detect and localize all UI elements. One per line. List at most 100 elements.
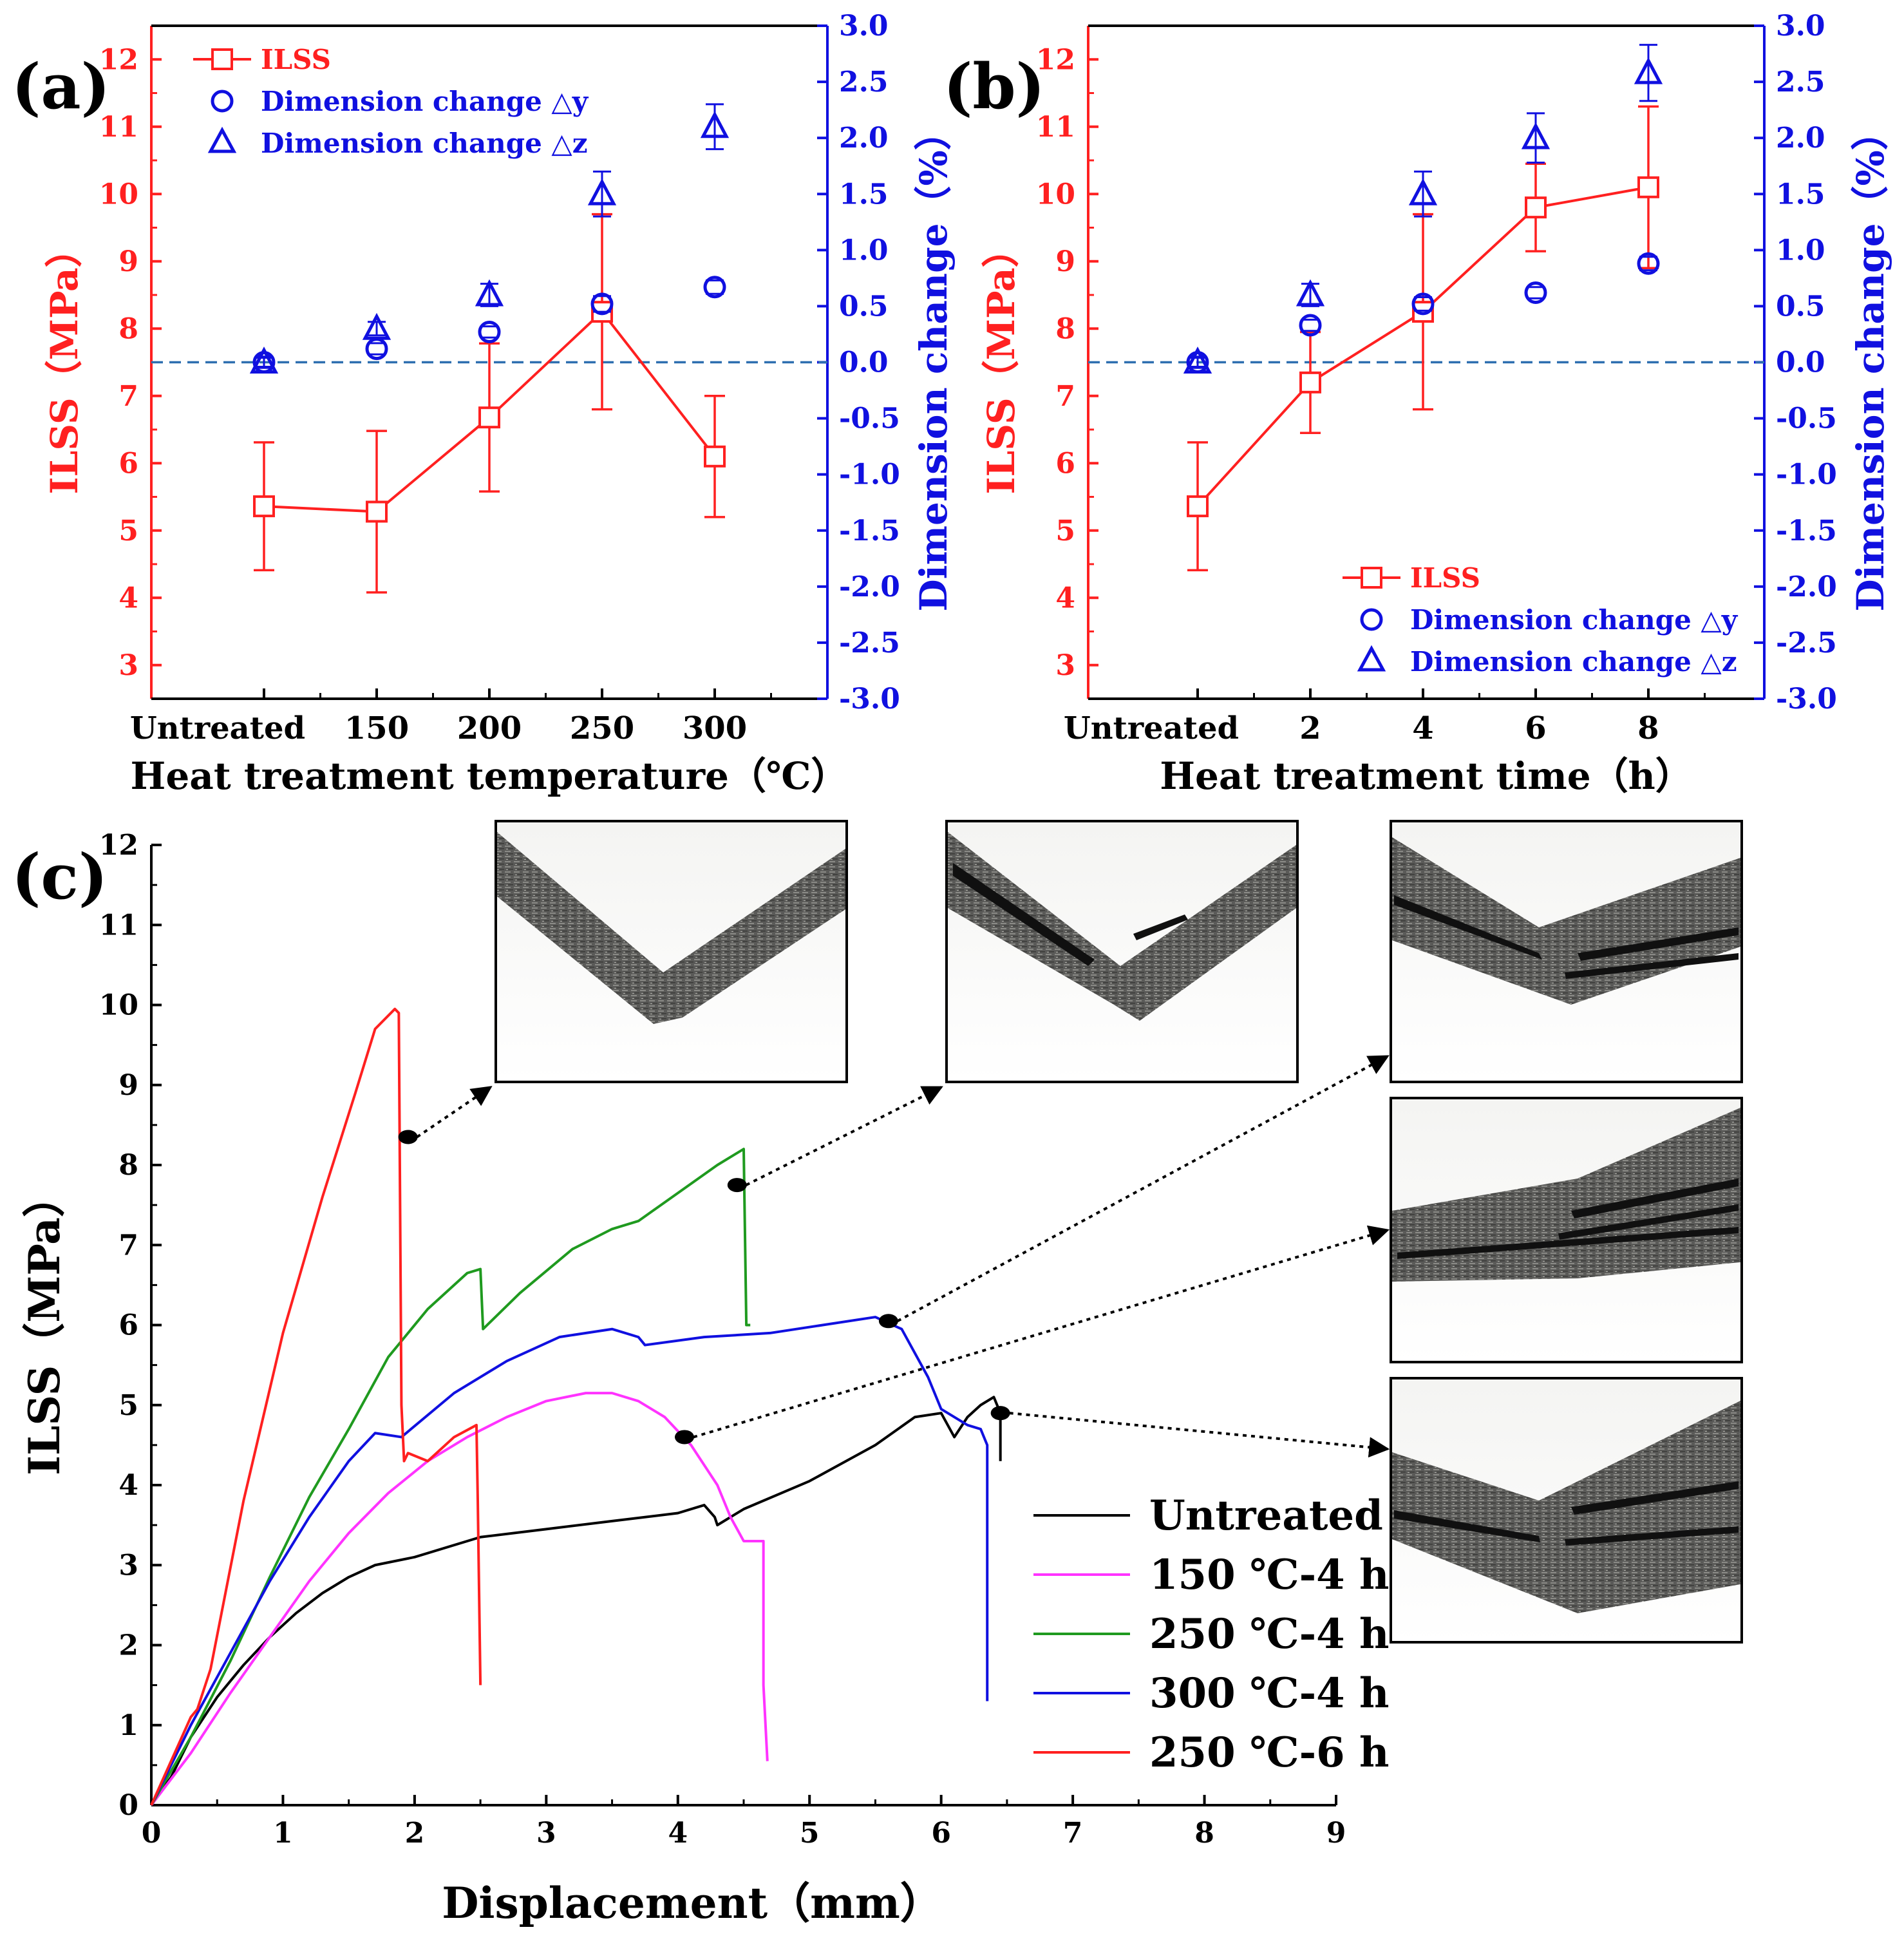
right-tick-label: -2.5 — [1776, 627, 1837, 659]
right-tick-label: 0.0 — [1776, 346, 1825, 379]
c-x-tick-label: 6 — [931, 1817, 951, 1850]
micrograph-inset-2 — [945, 820, 1299, 1083]
right-tick-label: 2.5 — [1776, 66, 1825, 99]
left-tick-label: 3 — [118, 649, 138, 682]
right-tick-label: -1.0 — [839, 459, 900, 491]
right-tick-label: 2.0 — [1776, 122, 1825, 155]
left-tick-label: 12 — [99, 43, 138, 76]
right-tick-label: 1.0 — [839, 234, 889, 267]
right-tick-label: 0.5 — [839, 290, 889, 323]
left-tick-label: 4 — [1055, 582, 1075, 614]
c-y-tick-label: 0 — [118, 1789, 138, 1822]
micrograph-inset-5 — [1390, 1377, 1743, 1644]
callout-arrow — [693, 1225, 1390, 1439]
panel-label: (c) — [12, 840, 108, 913]
c-y-tick-label: 8 — [118, 1149, 138, 1182]
right-tick-label: 3.0 — [839, 10, 889, 43]
right-tick-label: 2.0 — [839, 122, 889, 155]
right-tick-label: -1.5 — [839, 515, 900, 547]
c-x-tick-label: 0 — [142, 1817, 162, 1850]
right-tick-label: 0.0 — [839, 346, 889, 379]
right-tick-label: -1.5 — [1776, 515, 1837, 547]
curve-1 — [150, 1392, 769, 1806]
x-tick-label: 2 — [1299, 710, 1321, 746]
left-tick-label: 9 — [118, 245, 138, 278]
x-tick-label: 300 — [683, 710, 747, 746]
x-tick-label: 4 — [1412, 710, 1433, 746]
c-y-tick-label: 2 — [118, 1629, 138, 1662]
curve-2 — [150, 1148, 751, 1806]
right-tick-label: -2.0 — [839, 571, 900, 603]
y-right-axis-label: Dimension change（%） — [912, 113, 956, 611]
c-y-tick-label: 6 — [118, 1309, 138, 1342]
dy-point — [365, 337, 388, 361]
left-tick-label: 12 — [1036, 43, 1075, 76]
dz-point — [1634, 57, 1663, 84]
c-legend-label: Untreated — [1149, 1492, 1383, 1540]
x-tick-label: Untreated — [1064, 710, 1239, 746]
left-tick-label: 10 — [1036, 178, 1075, 211]
legend-dy-marker — [1360, 608, 1383, 631]
dy-point — [1411, 292, 1435, 316]
legend-dz-marker — [207, 126, 237, 153]
right-tick-label: -2.5 — [839, 627, 900, 659]
panel-b: 3 4 5 6 7 8 9 10 11 12 -3.0 -2.5 -2.0 -1.5 -1.0 -0.5 0.0… — [943, 10, 1892, 798]
dy-point — [1524, 281, 1547, 305]
c-y-tick-label: 9 — [118, 1069, 138, 1102]
c-y-axis-label: ILSS（MPa） — [19, 1175, 70, 1475]
panel-a: 3 4 5 6 7 8 9 10 11 12 -3.0 -2.5 -2.0 -1.5 -1.0 -0.5 0.0… — [12, 10, 956, 798]
curve-0 — [150, 1396, 1002, 1806]
micrograph-inset-3 — [1390, 820, 1743, 1083]
legend-dz-label: Dimension change △z — [1410, 646, 1737, 678]
left-tick-label: 7 — [1055, 380, 1075, 413]
micrograph-insets — [495, 820, 1743, 1644]
c-x-tick-label: 7 — [1063, 1817, 1083, 1850]
panel-label: (b) — [943, 50, 1045, 123]
legend-ilss-label: ILSS — [261, 44, 331, 75]
left-tick-label: 8 — [118, 312, 138, 345]
ilss-point — [478, 406, 500, 429]
right-tick-label: 2.5 — [839, 66, 889, 99]
x-axis-label: Heat treatment time（h） — [1160, 754, 1693, 798]
x-tick-label: 200 — [457, 710, 522, 746]
y-right-axis-label: Dimension change（%） — [1849, 113, 1892, 611]
c-x-tick-label: 1 — [273, 1817, 293, 1850]
left-tick-label: 6 — [118, 447, 138, 480]
callout-dot — [878, 1314, 898, 1329]
legend-ilss-marker — [211, 48, 233, 70]
legend-dz-label: Dimension change △z — [261, 128, 588, 159]
right-tick-label: -0.5 — [839, 403, 900, 435]
y-left-axis-label: ILSS（MPa） — [42, 230, 86, 494]
dy-point — [1299, 314, 1322, 337]
c-y-tick-label: 5 — [118, 1389, 138, 1422]
dz-point — [1296, 279, 1325, 307]
callout-dot — [675, 1430, 694, 1445]
y-left-axis-label: ILSS（MPa） — [979, 230, 1023, 494]
left-tick-label: 7 — [118, 380, 138, 413]
legend-ilss-marker — [1361, 567, 1382, 589]
legend: ILSS Dimension change △y Dimension change … — [193, 44, 589, 159]
c-x-axis-label: Displacement（mm） — [442, 1878, 943, 1928]
callout-arrows — [398, 1055, 1390, 1458]
right-tick-label: -2.0 — [1776, 571, 1837, 603]
right-tick-label: -1.0 — [1776, 459, 1837, 491]
micrograph-inset-4 — [1390, 1097, 1743, 1363]
left-tick-label: 9 — [1055, 245, 1075, 278]
left-tick-label: 5 — [118, 515, 138, 547]
c-legend-label: 250 ℃-4 h — [1149, 1610, 1389, 1658]
right-tick-label: 0.5 — [1776, 290, 1825, 323]
dy-point — [590, 292, 614, 316]
dz-point — [249, 346, 279, 374]
c-legend-label: 250 ℃-6 h — [1149, 1729, 1389, 1777]
left-tick-label: 11 — [1036, 111, 1075, 144]
c-y-tick-label: 1 — [118, 1709, 138, 1742]
ilss-point — [1187, 495, 1209, 518]
c-legend-label: 150 ℃-4 h — [1149, 1551, 1389, 1599]
dz-point — [587, 178, 617, 205]
legend-dz-marker — [1357, 645, 1386, 672]
x-tick-label: 6 — [1525, 710, 1546, 746]
legend-dy-marker — [211, 90, 234, 113]
callout-dot — [990, 1406, 1010, 1421]
